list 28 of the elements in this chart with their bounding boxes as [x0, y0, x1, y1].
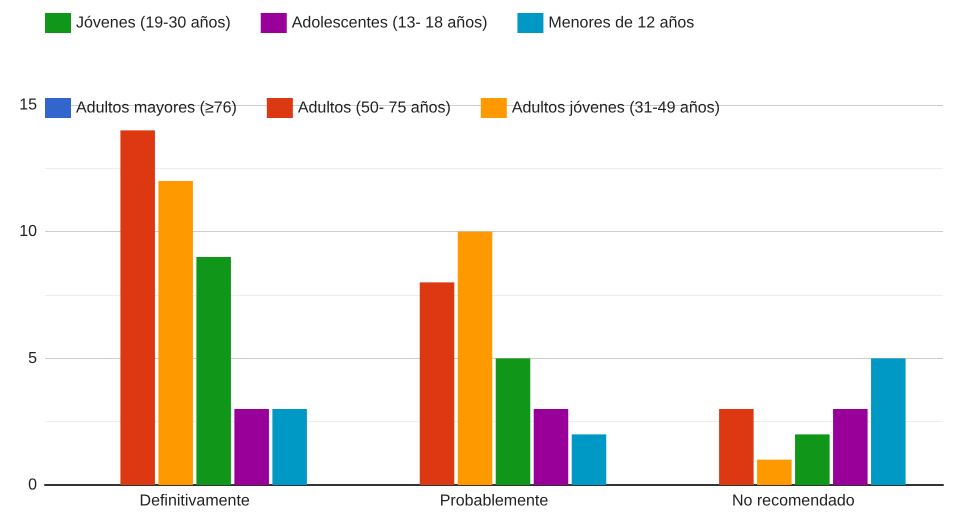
y-tick-label: 15 — [19, 96, 38, 114]
bar — [795, 434, 830, 485]
bar — [833, 409, 868, 485]
legend-label: Jóvenes (19-30 años) — [76, 14, 231, 32]
legend-label: Adultos jóvenes (31-49 años) — [512, 100, 720, 116]
bar — [496, 358, 530, 485]
bar — [719, 409, 754, 485]
x-tick-label: No recomendado — [732, 492, 855, 510]
bar — [534, 409, 568, 485]
y-tick-label: 5 — [28, 350, 38, 367]
bar — [272, 409, 307, 485]
legend-label: Adultos mayores (≥76) — [76, 100, 237, 116]
y-tick-label: 10 — [19, 223, 38, 240]
x-tick-label: Definitivamente — [140, 492, 250, 510]
bar — [234, 409, 269, 485]
bar — [871, 358, 906, 485]
legend-label: Adolescentes (13- 18 años) — [292, 14, 488, 32]
y-tick-label: 0 — [28, 476, 38, 494]
bar — [420, 282, 454, 485]
legend-label: Menores de 12 años — [548, 14, 694, 32]
x-tick-label: Probablemente — [440, 492, 548, 510]
bar — [158, 181, 193, 485]
legend-label: Adultos (50- 75 años) — [298, 100, 451, 116]
bar — [120, 130, 155, 485]
bar — [458, 232, 492, 485]
bar — [757, 460, 792, 485]
bar — [196, 257, 231, 485]
bar — [572, 434, 606, 485]
